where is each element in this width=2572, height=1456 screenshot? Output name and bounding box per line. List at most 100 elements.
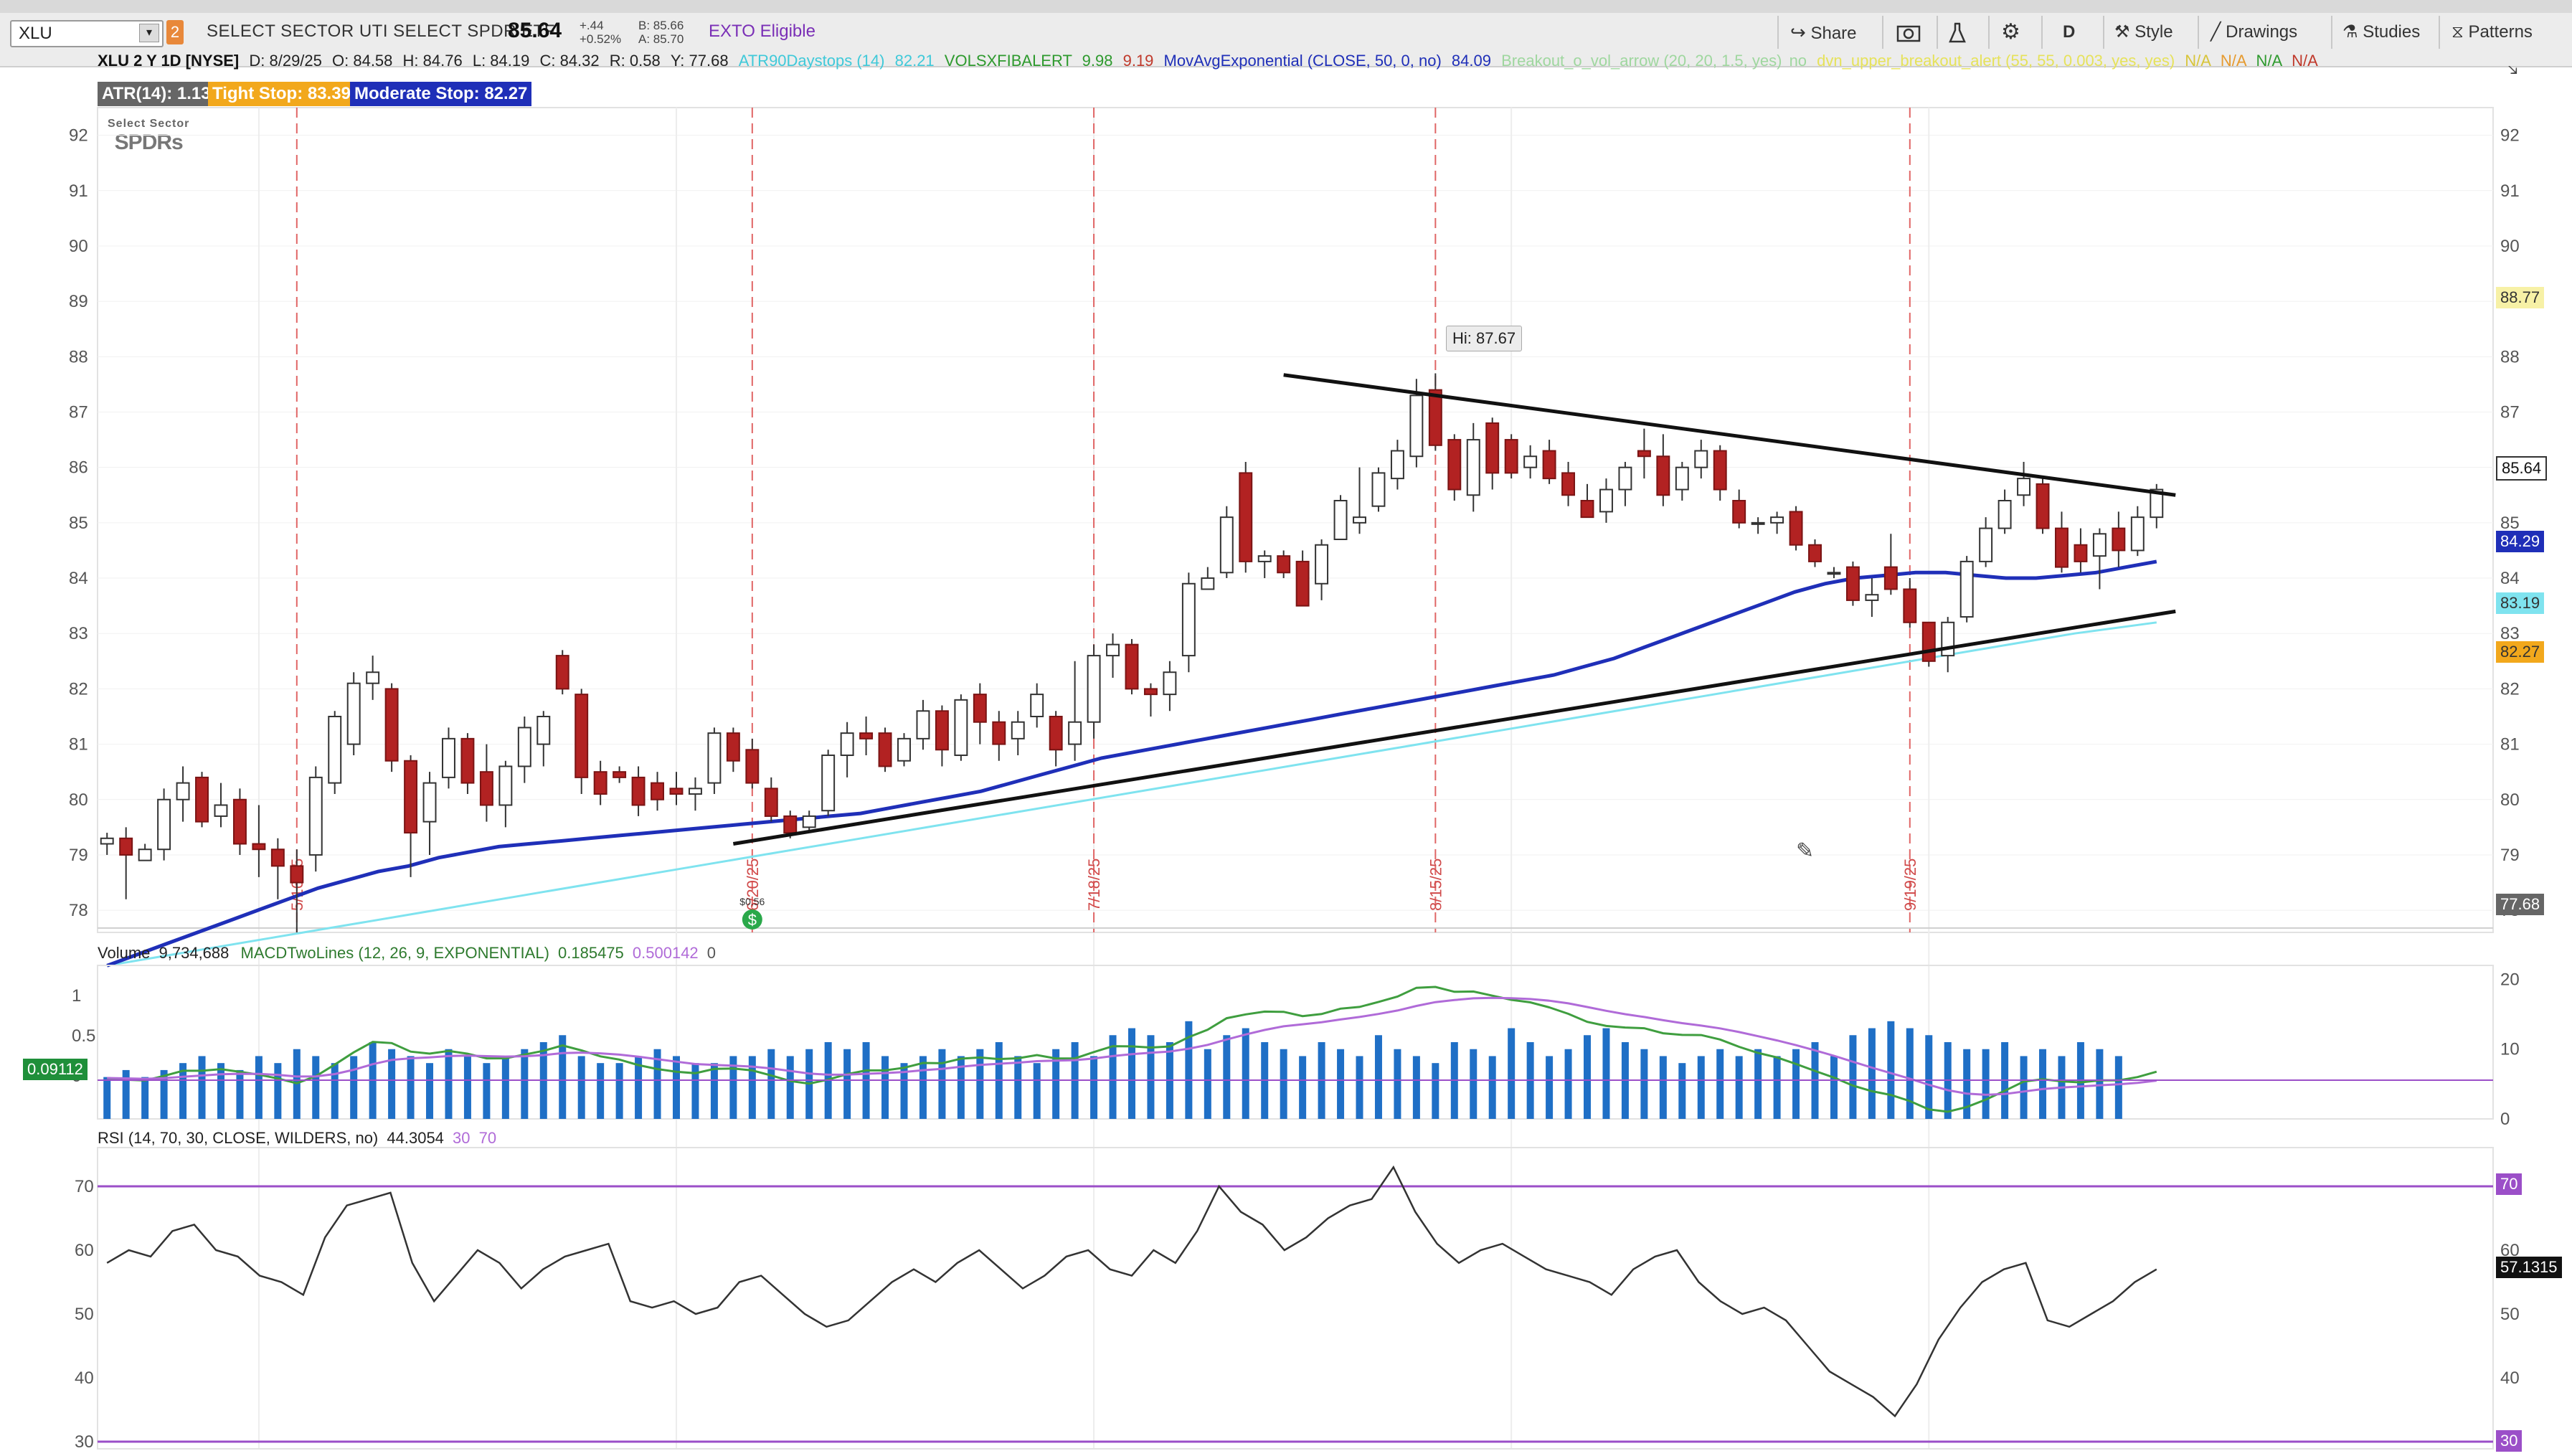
candle-body	[1561, 472, 1576, 496]
volume-bar	[1033, 1063, 1041, 1119]
volume-bar	[1090, 1056, 1098, 1119]
volume-label[interactable]: Volume	[98, 944, 151, 962]
separator	[1882, 16, 1883, 49]
volume-bar	[217, 1063, 224, 1119]
ema-value: 84.09	[1451, 52, 1491, 70]
price-axis-right-label: 87	[2500, 402, 2520, 422]
na-4: N/A	[2292, 52, 2318, 70]
volume-bar	[1678, 1063, 1686, 1119]
breakout-label[interactable]: Breakout_o_vol_arrow (20, 20, 1.5, yes)	[1501, 52, 1782, 70]
candle-body	[669, 788, 684, 795]
atr90-label[interactable]: ATR90Daystops (14)	[738, 52, 885, 70]
legend-high: H: 84.76	[402, 52, 463, 70]
chart-canvas[interactable]: 7878797980808181828283838484858586868787…	[0, 66, 2572, 1456]
volume-bar	[1432, 1063, 1439, 1119]
tight-stop-label: Tight Stop: 83.39	[208, 82, 355, 106]
rsi-axis-left-label: 40	[75, 1368, 94, 1388]
candle-body	[575, 694, 589, 778]
volume-bar	[198, 1056, 206, 1119]
candle-body	[1277, 555, 1291, 574]
volume-bar	[122, 1069, 130, 1119]
candle-body	[1979, 527, 1993, 562]
separator	[1777, 16, 1779, 49]
link-group-badge[interactable]: 2	[166, 20, 184, 44]
volume-bar	[2114, 1056, 2122, 1119]
rsi-label[interactable]: RSI (14, 70, 30, CLOSE, WILDERS, no)	[98, 1129, 379, 1147]
volume-bar	[255, 1056, 263, 1119]
patterns-icon: ⧖	[2452, 22, 2464, 42]
exto-eligible-label[interactable]: EXTO Eligible	[709, 22, 815, 41]
candle-body	[688, 788, 702, 795]
candle-body	[252, 843, 266, 851]
candle-body	[1941, 621, 1955, 657]
candle-body	[1428, 389, 1442, 446]
change-pct: +0.52%	[580, 32, 622, 46]
candle-body	[1295, 560, 1310, 607]
volume-bar	[615, 1063, 623, 1119]
na-3: N/A	[2256, 52, 2282, 70]
price-axis-left-label: 84	[69, 569, 88, 588]
studies-button[interactable]: ⚗ Studies	[2342, 17, 2420, 47]
camera-icon[interactable]	[1896, 17, 1921, 47]
style-button[interactable]: ⚒ Style	[2114, 17, 2173, 47]
price-change: +.44 +0.52%	[580, 19, 621, 46]
drawings-button[interactable]: ╱ Drawings	[2211, 17, 2297, 47]
candle-body	[1997, 499, 2012, 529]
period-button[interactable]: D	[2063, 22, 2076, 42]
price-axis-right-label: 82	[2500, 679, 2520, 699]
date-marker-label: 8/15/25	[1427, 859, 1445, 911]
candle-body	[1466, 439, 1480, 496]
candle-body	[1485, 422, 1500, 474]
volume-bar	[1185, 1021, 1193, 1119]
logo-line-1: Select Sector	[108, 118, 190, 130]
volume-bar	[2096, 1049, 2104, 1119]
volume-bar	[2020, 1056, 2028, 1119]
volume-bar	[141, 1077, 149, 1119]
price-axis-left-label: 81	[69, 735, 88, 755]
ema-label[interactable]: MovAvgExponential (CLOSE, 50, 0, no)	[1163, 52, 1442, 70]
last-price: 85.64	[508, 19, 562, 42]
legend-title: XLU 2 Y 1D [NYSE]	[98, 52, 240, 70]
macd-value-3: 0	[706, 944, 717, 962]
candle-body	[1921, 621, 1936, 662]
rsi-ob: 30	[453, 1129, 471, 1147]
volume-bar	[179, 1063, 187, 1119]
rsi-axis-left-label: 70	[75, 1177, 94, 1196]
volume-bar	[748, 1056, 756, 1119]
dividend-icon-symbol: $	[748, 911, 757, 929]
macd-axis-left-label: 1	[72, 986, 81, 1006]
share-button[interactable]: ↪ Share	[1790, 17, 1857, 47]
volume-bar	[1963, 1049, 1971, 1119]
moderate-stop-label: Moderate Stop: 82.27	[350, 82, 532, 106]
price-axis-right-label: 84	[2500, 569, 2520, 588]
gear-icon[interactable]: ⚙	[2001, 20, 2020, 44]
symbol-input[interactable]: XLU ▾	[10, 20, 164, 47]
patterns-label: Patterns	[2468, 22, 2533, 42]
volume-bar	[635, 1056, 643, 1119]
volume-bar	[501, 1056, 509, 1119]
volume-bar	[274, 1063, 282, 1119]
flask-icon[interactable]	[1948, 17, 1967, 47]
candle-body	[783, 815, 798, 834]
macd-label[interactable]: MACDTwoLines (12, 26, 9, EXPONENTIAL)	[240, 944, 549, 962]
volume-bar	[1299, 1056, 1307, 1119]
volume-axis-right-label: 20	[2500, 970, 2520, 989]
symbol-description: SELECT SECTOR UTI SELECT SPDR ETF	[207, 22, 555, 41]
dvn-label[interactable]: dvn_upper_breakout_alert (55, 55, 0.003,…	[1817, 52, 2175, 70]
volume-bar	[1014, 1056, 1022, 1119]
candle-body	[2074, 544, 2088, 562]
vols-label[interactable]: VOLSXFIBALERT	[944, 52, 1072, 70]
patterns-button[interactable]: ⧖ Patterns	[2452, 17, 2533, 47]
separator	[1988, 16, 1990, 49]
volume-bar	[1982, 1049, 1990, 1119]
volume-bar	[691, 1063, 699, 1119]
window-strip	[0, 0, 2572, 13]
na-1: N/A	[2185, 52, 2211, 70]
volume-bar	[407, 1056, 415, 1119]
legend-year: Y: 77.68	[670, 52, 729, 70]
chevron-down-icon[interactable]: ▾	[139, 24, 159, 42]
volume-axis-right-label: 0	[2500, 1110, 2510, 1129]
volume-bar	[1508, 1028, 1516, 1119]
candle-body	[138, 848, 152, 861]
rsi-axis-right-label: 50	[2500, 1305, 2520, 1324]
